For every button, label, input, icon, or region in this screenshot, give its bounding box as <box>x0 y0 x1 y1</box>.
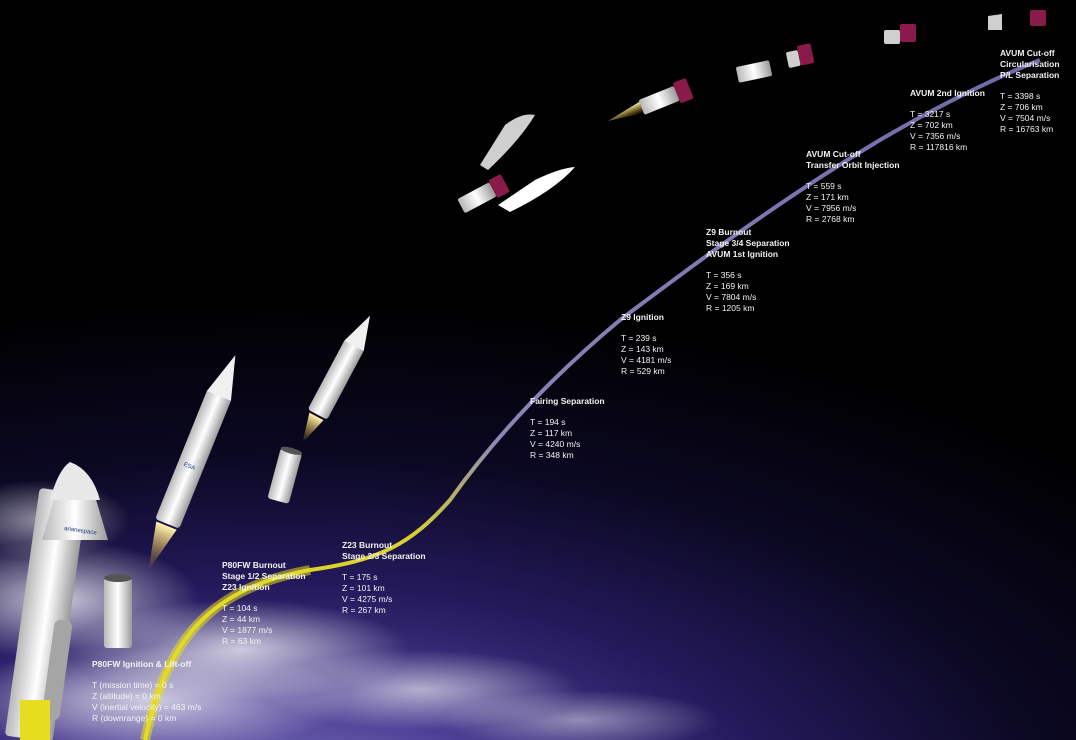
rocket-logo-esa: ESA <box>182 462 195 472</box>
event-time: T (mission time) = 0 s <box>92 680 174 690</box>
event-fairing: Fairing Separation T = 194 s Z = 117 km … <box>530 396 605 461</box>
event-avum-cutoff-2: AVUM Cut-off Circularisation P/L Separat… <box>1000 48 1060 135</box>
event-title: Stage 1/2 Separation <box>222 571 306 581</box>
event-avum-cutoff-1: AVUM Cut-off Transfer Orbit Injection T … <box>806 149 900 225</box>
event-title: P/L Separation <box>1000 70 1060 80</box>
event-altitude: Z = 169 km <box>706 281 749 291</box>
event-velocity: V = 7504 m/s <box>1000 113 1051 123</box>
event-title: P80FW Ignition & Lift-off <box>92 659 192 669</box>
event-range: R (downrange) = 0 km <box>92 713 177 723</box>
event-range: R = 1205 km <box>706 303 755 313</box>
rocket-logo-arianespace: arianespace <box>64 526 98 537</box>
fairing-halves <box>480 114 575 212</box>
event-velocity: V = 4181 m/s <box>621 355 672 365</box>
event-time: T = 175 s <box>342 572 378 582</box>
event-range: R = 529 km <box>621 366 665 376</box>
event-time: T = 3217 s <box>910 109 951 119</box>
event-p80-burnout: P80FW Burnout Stage 1/2 Separation Z23 I… <box>222 560 306 647</box>
event-altitude: Z = 171 km <box>806 192 849 202</box>
event-title: P80FW Burnout <box>222 560 286 570</box>
avum-payload-separation <box>988 10 1046 30</box>
event-range: R = 348 km <box>530 450 574 460</box>
event-title: AVUM 2nd Ignition <box>910 88 985 98</box>
stage-3-4-separation <box>736 43 815 83</box>
event-altitude: Z = 117 km <box>530 428 573 438</box>
event-time: T = 239 s <box>621 333 657 343</box>
event-liftoff: P80FW Ignition & Lift-off T (mission tim… <box>92 659 201 724</box>
event-altitude: Z = 706 km <box>1000 102 1043 112</box>
event-time: T = 104 s <box>222 603 258 613</box>
spent-stage-1 <box>104 574 132 648</box>
event-title: Z9 Burnout <box>706 227 752 237</box>
event-velocity: V = 7356 m/s <box>910 131 961 141</box>
event-title: Z23 Burnout <box>342 540 393 550</box>
event-time: T = 559 s <box>806 181 842 191</box>
event-altitude: Z (altitude) = 0 km <box>92 691 161 701</box>
event-range: R = 267 km <box>342 605 386 615</box>
event-time: T = 3398 s <box>1000 91 1041 101</box>
event-title: Stage 2/3 Separation <box>342 551 426 561</box>
event-z9-ignition: Z9 Ignition T = 239 s Z = 143 km V = 418… <box>621 312 671 377</box>
event-z9-burnout: Z9 Burnout Stage 3/4 Separation AVUM 1st… <box>706 227 790 314</box>
event-title: AVUM Cut-off <box>1000 48 1055 58</box>
event-velocity: V = 7804 m/s <box>706 292 757 302</box>
event-title: Z9 Ignition <box>621 312 664 322</box>
event-title: Z23 Ignition <box>222 582 270 592</box>
event-z23-burnout: Z23 Burnout Stage 2/3 Separation T = 175… <box>342 540 426 616</box>
event-title: Circularisation <box>1000 59 1060 69</box>
event-time: T = 194 s <box>530 417 566 427</box>
event-altitude: Z = 702 km <box>910 120 953 130</box>
event-altitude: Z = 101 km <box>342 583 385 593</box>
event-avum-2nd-ignition: AVUM 2nd Ignition T = 3217 s Z = 702 km … <box>910 88 985 153</box>
event-velocity: V = 4275 m/s <box>342 594 393 604</box>
upper-stage-z9 <box>608 78 694 121</box>
event-title: AVUM Cut-off <box>806 149 861 159</box>
event-altitude: Z = 143 km <box>621 344 664 354</box>
event-range: R = 117816 km <box>910 142 968 152</box>
event-time: T = 356 s <box>706 270 742 280</box>
event-velocity: V = 1877 m/s <box>222 625 273 635</box>
event-velocity: V = 7956 m/s <box>806 203 857 213</box>
event-altitude: Z = 44 km <box>222 614 261 624</box>
event-title: Fairing Separation <box>530 396 605 406</box>
spent-stage-2 <box>268 446 303 504</box>
upper-stage-fairing-sep <box>457 174 510 213</box>
rocket-stage-3 <box>302 315 370 443</box>
event-range: R = 2768 km <box>806 214 855 224</box>
event-title: Stage 3/4 Separation <box>706 238 790 248</box>
event-range: R = 16763 km <box>1000 124 1054 134</box>
event-title: AVUM 1st Ignition <box>706 249 779 259</box>
avum-module <box>884 24 916 44</box>
rocket-liftoff: arianespace <box>5 462 108 740</box>
event-range: R = 63 km <box>222 636 261 646</box>
event-velocity: V = 4240 m/s <box>530 439 581 449</box>
event-velocity: V (inertial velocity) = 463 m/s <box>92 702 202 712</box>
rocket-stage-2: ESA <box>148 355 236 571</box>
event-title: Transfer Orbit Injection <box>806 160 900 170</box>
